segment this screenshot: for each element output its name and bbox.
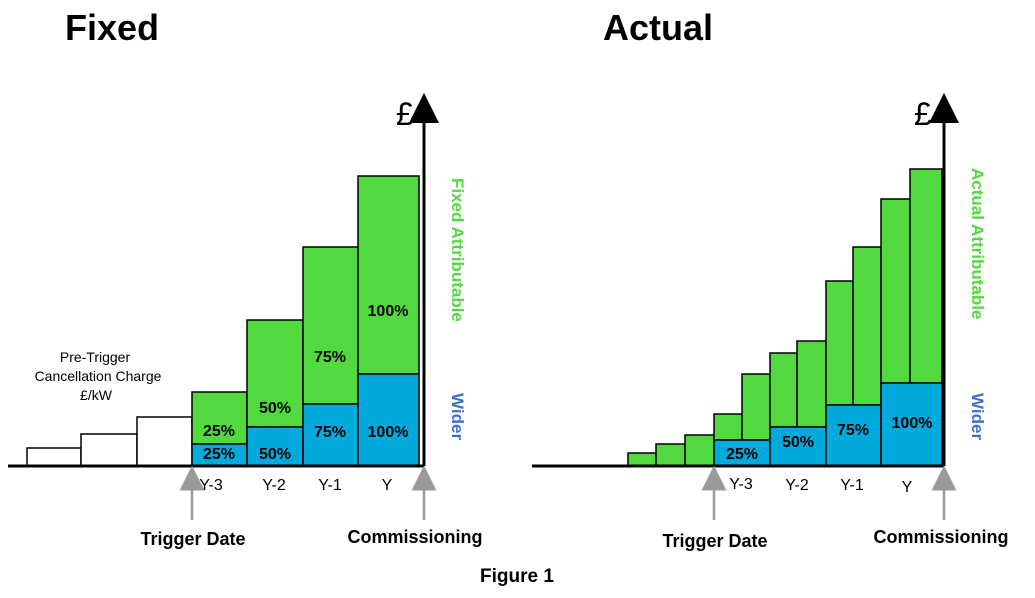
actual-title: Actual bbox=[603, 7, 713, 48]
fixed-bar-y bbox=[357, 175, 420, 467]
actual-year-y-1: Y-1 bbox=[840, 477, 864, 494]
fixed-year-y-2: Y-2 bbox=[262, 477, 286, 494]
fixed-currency-symbol: £ bbox=[396, 96, 414, 132]
figure-caption: Figure 1 bbox=[480, 566, 554, 587]
fixed-blue-pct-y: 100% bbox=[368, 424, 409, 441]
actual-bar-yb bbox=[909, 168, 943, 384]
fixed-green-pct-y-2: 50% bbox=[259, 400, 291, 417]
fixed-green-pct-y-3: 25% bbox=[203, 423, 235, 440]
actual-bar-ya bbox=[880, 198, 911, 384]
pre-trigger-bar-2 bbox=[80, 433, 138, 467]
actual-blue-pct-y-3: 25% bbox=[726, 446, 758, 463]
fixed-attributable-label: Fixed Attributable bbox=[448, 178, 467, 322]
actual-pre-bar-1 bbox=[627, 452, 657, 467]
actual-attributable-label: Actual Attributable bbox=[968, 168, 987, 319]
pre-trigger-label-line1: Pre-Trigger bbox=[60, 349, 131, 365]
actual-pre-bar-3 bbox=[684, 434, 715, 467]
fixed-green-pct-y: 100% bbox=[368, 303, 409, 320]
fixed-green-pct-y-1: 75% bbox=[314, 349, 346, 366]
fixed-title: Fixed bbox=[65, 7, 159, 48]
fixed-year-y-1: Y-1 bbox=[318, 477, 342, 494]
fixed-commissioning-label: Commissioning bbox=[347, 527, 482, 547]
actual-bar-y-1a bbox=[825, 280, 854, 406]
pre-trigger-bar-3 bbox=[136, 416, 193, 467]
actual-bar-y-3b bbox=[741, 373, 771, 441]
fixed-bar-y-2 bbox=[246, 319, 304, 467]
actual-trigger-label: Trigger Date bbox=[662, 531, 767, 551]
actual-pre-bar-2 bbox=[655, 443, 686, 467]
actual-bar-y-1b bbox=[852, 246, 882, 406]
actual-blue-pct-y: 100% bbox=[892, 415, 933, 432]
pre-trigger-label-line2: Cancellation Charge bbox=[35, 368, 162, 384]
actual-currency-symbol: £ bbox=[914, 96, 932, 132]
pre-trigger-bar-1 bbox=[26, 447, 82, 467]
actual-commissioning-label: Commissioning bbox=[873, 527, 1008, 547]
fixed-bar-y-3 bbox=[191, 391, 248, 467]
actual-year-y-2: Y-2 bbox=[785, 477, 809, 494]
fixed-year-y-3: Y-3 bbox=[199, 477, 223, 494]
actual-bar-y-2b bbox=[796, 340, 827, 428]
actual-wider-y-3 bbox=[713, 439, 771, 467]
pre-trigger-label-line3: £/kW bbox=[80, 387, 113, 403]
actual-year-y: Y bbox=[902, 479, 913, 496]
actual-year-y-3: Y-3 bbox=[729, 476, 753, 493]
actual-bar-y-2a bbox=[769, 352, 798, 428]
fixed-blue-pct-y-1: 75% bbox=[314, 424, 346, 441]
actual-bar-y-3a bbox=[713, 413, 743, 441]
actual-blue-pct-y-2: 50% bbox=[782, 434, 814, 451]
fixed-blue-pct-y-3: 25% bbox=[203, 446, 235, 463]
fixed-trigger-label: Trigger Date bbox=[140, 529, 245, 549]
fixed-blue-pct-y-2: 50% bbox=[259, 446, 291, 463]
fixed-year-y: Y bbox=[382, 477, 393, 494]
fixed-wider-label: Wider bbox=[448, 393, 467, 440]
actual-blue-pct-y-1: 75% bbox=[837, 422, 869, 439]
actual-wider-label: Wider bbox=[968, 393, 987, 440]
